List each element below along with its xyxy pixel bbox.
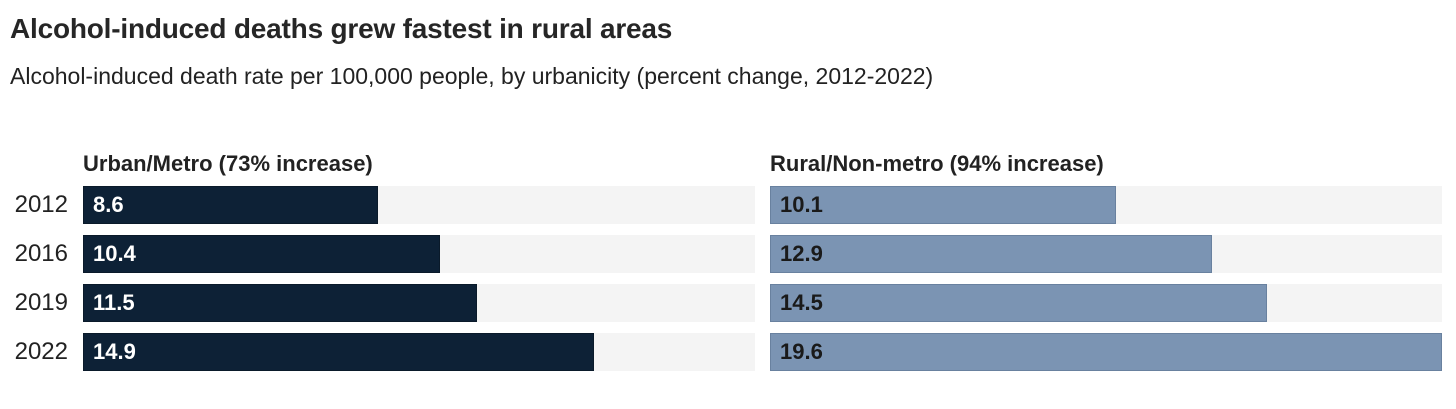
panel-rural: Rural/Non-metro (94% increase) 10.1 12.9 1… <box>770 150 1442 371</box>
bar-track: 10.1 <box>770 186 1442 224</box>
bar-value-label: 10.1 <box>780 192 823 217</box>
bar-value-label: 19.6 <box>780 339 823 364</box>
bar-value-label: 12.9 <box>780 241 823 266</box>
chart-subtitle: Alcohol-induced death rate per 100,000 p… <box>10 63 934 89</box>
rural-bars: 10.1 12.9 14.5 19.6 <box>770 186 1442 371</box>
bar: 19.6 <box>770 333 1442 371</box>
bar-value-label: 14.9 <box>93 339 136 364</box>
bar-track: 14.5 <box>770 284 1442 322</box>
year-label: 2022 <box>14 338 68 365</box>
bar: 10.1 <box>770 186 1117 224</box>
bar: 8.6 <box>83 186 378 224</box>
panel-urban: Urban/Metro (73% increase) 8.6 10.4 11.5 14… <box>83 150 755 371</box>
bar-value-label: 11.5 <box>93 290 135 315</box>
bar-track: 19.6 <box>770 333 1442 371</box>
bar-track: 11.5 <box>83 284 755 322</box>
bar-value-label: 14.5 <box>780 290 823 315</box>
chart-title: Alcohol-induced deaths grew fastest in r… <box>10 13 673 44</box>
bar-track: 14.9 <box>83 333 755 371</box>
bar-track: 8.6 <box>83 186 755 224</box>
bar: 10.4 <box>83 235 440 273</box>
bar: 14.9 <box>83 333 594 371</box>
year-label: 2019 <box>14 289 68 316</box>
year-labels: 2012 2016 2019 2022 <box>10 186 83 371</box>
header-spacer <box>10 150 83 186</box>
bar: 14.5 <box>770 284 1268 322</box>
urban-bars: 8.6 10.4 11.5 14.9 <box>83 186 755 371</box>
year-axis: 2012 2016 2019 2022 <box>10 150 83 371</box>
series-header-urban: Urban/Metro (73% increase) <box>83 151 373 176</box>
bar: 12.9 <box>770 235 1213 273</box>
bar-value-label: 10.4 <box>93 241 136 266</box>
bar-value-label: 8.6 <box>93 192 124 217</box>
bar-track: 10.4 <box>83 235 755 273</box>
year-label: 2016 <box>14 240 68 267</box>
bar: 11.5 <box>83 284 478 322</box>
year-label: 2012 <box>14 191 68 218</box>
series-header-rural: Rural/Non-metro (94% increase) <box>770 151 1104 176</box>
bar-track: 12.9 <box>770 235 1442 273</box>
bar-chart: 2012 2016 2019 2022 Urban/Metro (73% increa… <box>10 150 1456 371</box>
